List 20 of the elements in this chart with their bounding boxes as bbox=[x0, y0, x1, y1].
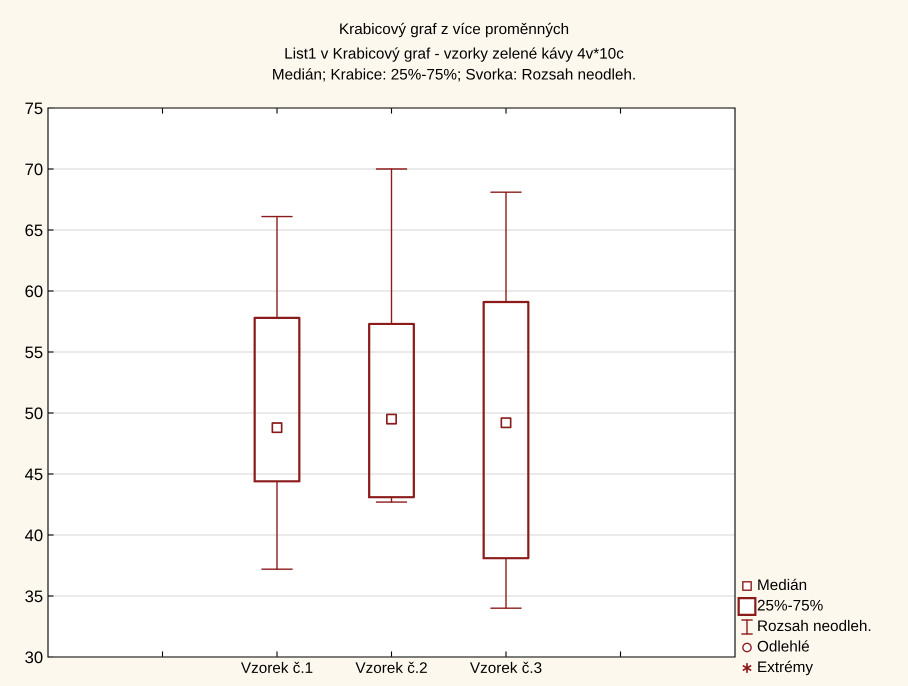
y-tick-label: 70 bbox=[25, 163, 42, 176]
y-tick-label: 40 bbox=[24, 529, 42, 542]
y-tick-label: 60 bbox=[25, 285, 42, 298]
y-tick-label: 35 bbox=[25, 590, 42, 602]
text: Rozsah neodleh. bbox=[758, 620, 870, 632]
y-tick-label: 30 bbox=[25, 651, 42, 664]
chart-subtitle: List1 v Krabicový graf - vzorky zelené kávy 4v*10c Medián; Krabice: 25%-75%; Svorka: Rozsah neodleh. bbox=[273, 47, 635, 82]
y-tick-label: 50 bbox=[25, 407, 42, 420]
y-tick-label: 75 bbox=[25, 102, 42, 114]
y-tick-label: 65 bbox=[25, 224, 42, 236]
text: Extrémy bbox=[758, 660, 813, 676]
x-tick-label: Vzorek č.1 bbox=[240, 662, 312, 674]
chart-title: Krabicový graf z více proměnných bbox=[340, 22, 568, 38]
x-tick-label: Vzorek č.3 bbox=[470, 662, 542, 674]
text: 25%-75% bbox=[758, 600, 823, 611]
y-tick-label: 55 bbox=[25, 346, 42, 358]
text: Odlehlé bbox=[758, 640, 809, 652]
x-tick-label: Vzorek č.2 bbox=[355, 662, 427, 674]
text: Medián bbox=[758, 578, 806, 590]
y-tick-label: 45 bbox=[24, 468, 42, 480]
